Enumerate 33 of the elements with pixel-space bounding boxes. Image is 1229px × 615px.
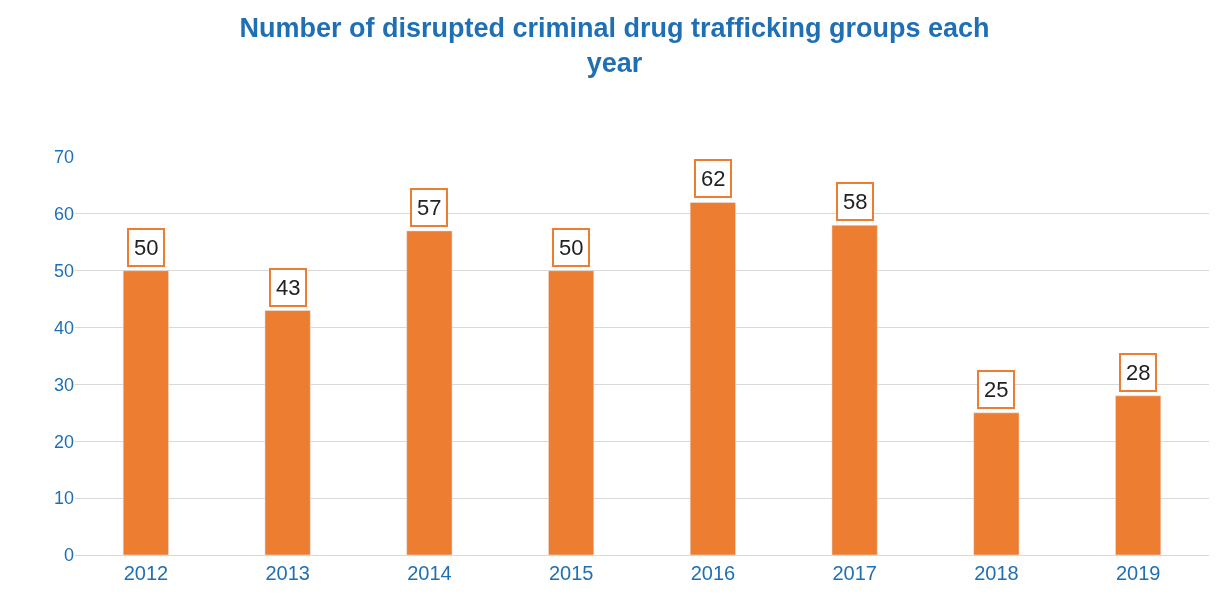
y-tick-label: 0 — [63, 545, 74, 566]
y-tick-label: 10 — [53, 488, 74, 509]
y-tick-label: 50 — [53, 261, 74, 282]
data-label: 28 — [1126, 360, 1151, 385]
bar — [973, 412, 1020, 555]
y-tick-label: 60 — [53, 204, 74, 225]
x-tick-label: 2018 — [974, 562, 1019, 584]
y-tick-label: 20 — [53, 431, 74, 452]
data-label: 58 — [843, 189, 868, 214]
data-label: 62 — [701, 166, 726, 191]
bar — [689, 202, 736, 555]
data-label: 43 — [276, 275, 301, 300]
x-tick-label: 2016 — [690, 562, 736, 584]
y-tick-label: 30 — [53, 374, 74, 395]
bar — [406, 230, 453, 555]
bar — [831, 224, 878, 555]
x-tick-label: 2017 — [832, 562, 877, 584]
y-tick-label: 70 — [53, 147, 74, 168]
bar — [264, 310, 311, 555]
y-tick-label: 40 — [53, 317, 74, 338]
bar — [122, 270, 169, 555]
bar — [548, 270, 595, 555]
data-label: 25 — [984, 377, 1009, 402]
bar — [1115, 395, 1162, 555]
data-label: 57 — [417, 195, 442, 220]
x-tick-label: 2019 — [1115, 562, 1161, 584]
chart-title: Number of disrupted criminal drug trafficking groups each year — [239, 12, 990, 78]
data-label: 50 — [134, 235, 159, 260]
x-tick-label: 2013 — [265, 562, 310, 584]
x-tick-label: 2015 — [548, 562, 594, 584]
data-label: 50 — [559, 235, 584, 260]
x-tick-label: 2012 — [123, 562, 169, 584]
x-tick-label: 2014 — [407, 562, 452, 584]
